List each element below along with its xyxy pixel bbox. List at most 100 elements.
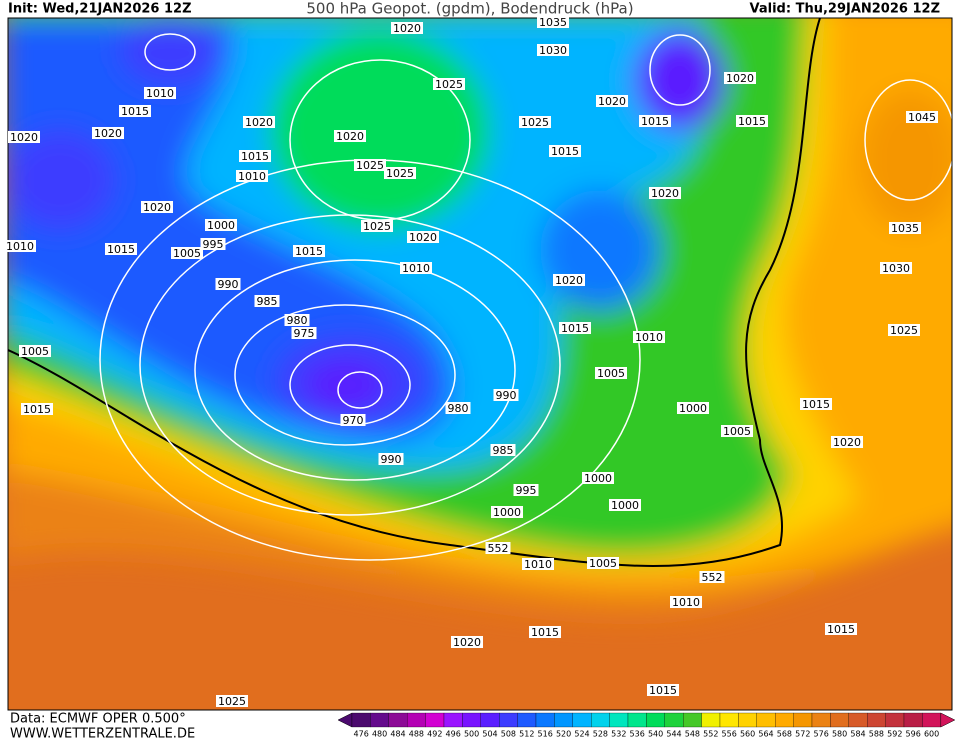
colorbar-label: 572 (795, 730, 810, 739)
init-time: Init: Wed,21JAN2026 12Z (8, 2, 192, 17)
isobar-label: 1020 (245, 116, 273, 129)
isobar-label-box (451, 636, 483, 648)
colorbar-swatch (719, 712, 739, 728)
isobar-label-box (736, 115, 768, 127)
colorbar-label: 596 (906, 730, 921, 739)
colorbar-label: 500 (464, 730, 479, 739)
isobar-label-box (522, 558, 554, 570)
colorbar-swatch (885, 712, 905, 728)
isobar-label: 1000 (584, 472, 612, 485)
isobar-label-box (92, 127, 124, 139)
website: WWW.WETTERZENTRALE.DE (10, 727, 195, 742)
colorbar-label: 532 (611, 730, 626, 739)
colorbar-label: 592 (887, 730, 902, 739)
isobar-label: 1020 (833, 436, 861, 449)
isobar-label-box (391, 22, 423, 34)
isobar-label-box (334, 130, 366, 142)
isobar-label: 980 (448, 402, 469, 415)
isobar-label: 985 (257, 295, 278, 308)
isobar-label: 1020 (598, 95, 626, 108)
isobar-label: 1015 (827, 623, 855, 636)
isobar-label-box (639, 115, 671, 127)
isobar-label: 1025 (435, 78, 463, 91)
colorbar-label: 520 (556, 730, 571, 739)
isobar-label-box (119, 105, 151, 117)
isobar-label-box (633, 331, 665, 343)
colorbar-label: 540 (648, 730, 663, 739)
colorbar-label: 516 (538, 730, 553, 739)
colorbar-swatch (811, 712, 831, 728)
isobar-label: 990 (218, 278, 239, 291)
colorbar-label: 504 (482, 730, 497, 739)
colorbar-swatch (370, 712, 389, 728)
isobar-label-box (200, 238, 226, 250)
colorbar-label: 480 (372, 730, 387, 739)
valid-time: Valid: Thu,29JAN2026 12Z (750, 2, 940, 17)
isobar-label-box (254, 295, 280, 307)
isobar-label: 985 (493, 444, 514, 457)
colorbar-label: 580 (832, 730, 847, 739)
colorbar-label: 488 (409, 730, 424, 739)
colorbar-label: 584 (850, 730, 865, 739)
colorbar-label: 512 (519, 730, 534, 739)
isobar-label: 1000 (207, 219, 235, 232)
colorbar-swatch (922, 712, 941, 728)
isobar-label-box (724, 72, 756, 84)
isobar-label: 1015 (802, 398, 830, 411)
colorbar-swatch (351, 712, 371, 728)
isobar-label-box (243, 116, 275, 128)
isobar-label-box (445, 402, 471, 414)
isobar-label: 1015 (107, 243, 135, 256)
isobar-label-box (537, 44, 569, 56)
isobar-label: 1010 (238, 170, 266, 183)
colorbar-swatch (480, 712, 500, 728)
colorbar-swatch (775, 712, 794, 728)
isobar-label: 980 (287, 314, 308, 327)
colorbar-label: 496 (446, 730, 461, 739)
isobar-label-box (493, 389, 519, 401)
colorbar-arrow (940, 712, 956, 728)
isobar-label-box (490, 444, 516, 456)
isobar-label: 1005 (21, 345, 49, 358)
isobar-label-box (239, 150, 271, 162)
isobar-label: 1005 (723, 425, 751, 438)
isobar-label: 1015 (241, 150, 269, 163)
data-source: Data: ECMWF OPER 0.500° (10, 712, 186, 727)
isobar-label: 1010 (672, 596, 700, 609)
isobar-label-box (354, 159, 386, 171)
isobar-label: 1020 (409, 231, 437, 244)
isobar-label: 995 (516, 484, 537, 497)
colorbar-swatch (462, 712, 481, 728)
colorbar-swatch (848, 712, 868, 728)
colorbar-swatch (664, 712, 684, 728)
colorbar-label: 564 (758, 730, 773, 739)
isobar-label: 1025 (890, 324, 918, 337)
isobar-label-box (216, 695, 248, 707)
isobar-label-box (721, 425, 753, 437)
isobar-label: 1030 (882, 262, 910, 275)
isobar-label-box (670, 596, 702, 608)
isobar-label-box (4, 240, 36, 252)
colorbar-swatch (517, 712, 537, 728)
isobar-label: 1015 (295, 245, 323, 258)
colorbar-swatch (443, 712, 463, 728)
colorbar-label: 568 (777, 730, 792, 739)
isobar-label: 1020 (393, 22, 421, 35)
isobar-label-box (485, 542, 511, 554)
isobar-label: 1000 (611, 499, 639, 512)
colorbar-label: 548 (685, 730, 700, 739)
isobar-label: 1000 (679, 402, 707, 415)
colorbar-swatch (572, 712, 592, 728)
colorbar-label: 536 (630, 730, 645, 739)
isobar-label-box (889, 222, 921, 234)
isobar-label: 1020 (453, 636, 481, 649)
isobar-label-box (293, 245, 325, 257)
isobar-label-box (888, 324, 920, 336)
colorbar-label: 552 (703, 730, 718, 739)
isobar-label: 1020 (143, 201, 171, 214)
isobar-label-box (236, 170, 268, 182)
colorbar-label: 600 (924, 730, 939, 739)
colorbar-swatch (535, 712, 555, 728)
isobar-label: 1015 (561, 322, 589, 335)
